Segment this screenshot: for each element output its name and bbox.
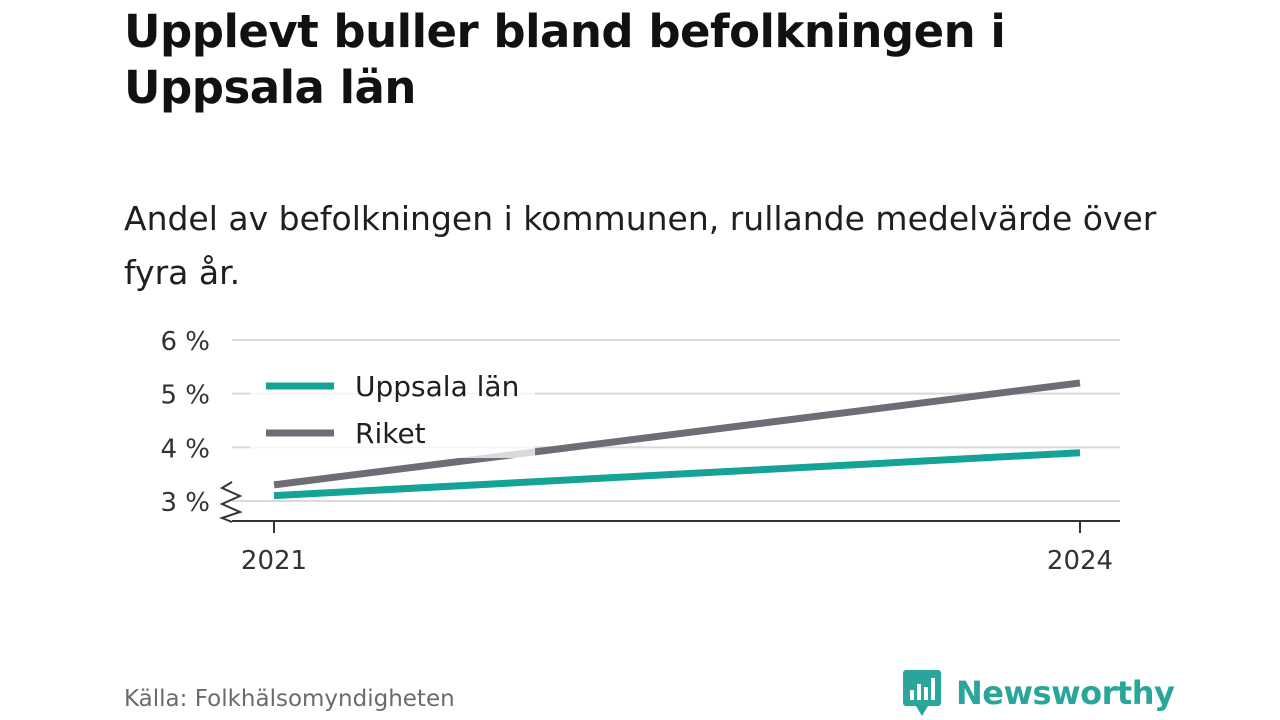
axis-break-icon <box>219 481 243 523</box>
source-note: Källa: Folkhälsomyndigheten <box>124 686 455 712</box>
brand-logo: Newsworthy <box>902 668 1175 718</box>
chart-subtitle: Andel av befolkningen i kommunen, rullan… <box>124 199 1157 292</box>
legend-background <box>250 362 535 458</box>
legend-label: Uppsala län <box>355 370 519 403</box>
brand-name: Newsworthy <box>956 674 1175 712</box>
y-tick-label: 5 % <box>160 381 210 411</box>
y-tick-label: 6 % <box>160 327 210 357</box>
newsworthy-logo-icon <box>903 670 941 716</box>
series-line-uppsala <box>273 449 1081 500</box>
x-tick-label: 2024 <box>1047 546 1113 576</box>
series-line-riket <box>273 379 1081 489</box>
legend-label: Riket <box>355 417 426 450</box>
x-tick-label: 2021 <box>241 546 307 576</box>
chart-title: Upplevt buller bland befolkningen i Upps… <box>124 5 1006 114</box>
y-tick-label: 4 % <box>160 434 210 464</box>
y-tick-label: 3 % <box>160 488 210 518</box>
line-chart: 3 % 4 % 5 % 6 % 2021 2024 Uppsala län Riket <box>160 327 1120 576</box>
